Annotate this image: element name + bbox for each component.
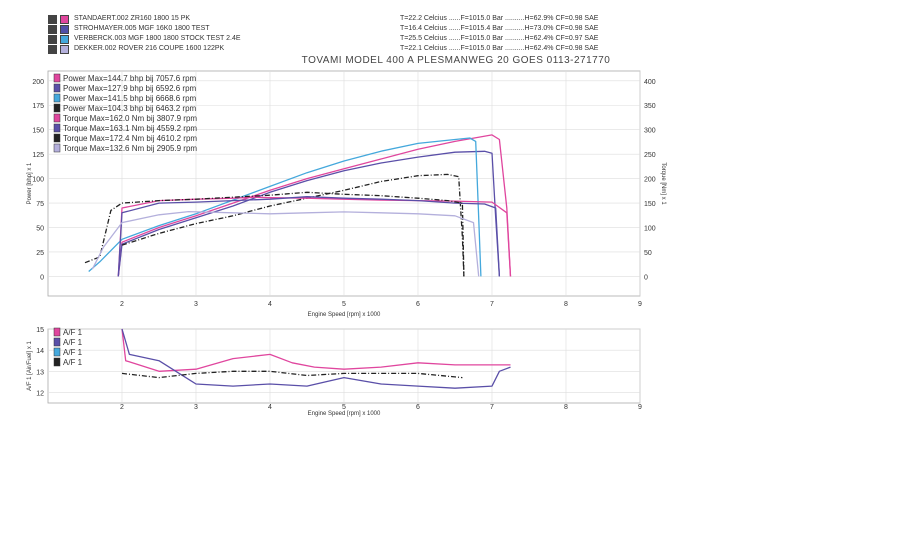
x-tick-label: 5 [342, 301, 346, 308]
series-line-2 [121, 370, 463, 379]
legend-entry: A/F 1 [63, 358, 83, 367]
legend-swatch [53, 93, 61, 103]
y-tick-label: 150 [32, 128, 44, 135]
y-tick-label: 50 [36, 226, 44, 233]
x-tick-label: 9 [638, 301, 642, 308]
legend-entry: Power Max=141.5 bhp bij 6668.6 rpm [63, 94, 197, 103]
header-color-swatch [60, 15, 69, 24]
legend-swatch [53, 143, 61, 153]
torque-series-line-4 [117, 196, 512, 277]
legend-swatch [53, 103, 61, 113]
x-axis-label: Engine Speed [rpm] x 1000 [308, 411, 381, 417]
header-marker-icon [48, 25, 57, 34]
y2-tick-label: 0 [644, 274, 648, 281]
y-tick-label: 14 [36, 348, 44, 355]
series-line-2 [88, 137, 482, 277]
y2-tick-label: 150 [644, 201, 656, 208]
x-tick-label: 7 [490, 404, 494, 411]
report-header: STANDAERT.002 ZR160 1800 15 PK T=22.2 Cel… [0, 0, 912, 60]
chart-title: TOVAMI MODEL 400 A PLESMANWEG 20 GOES 01… [301, 55, 611, 66]
header-color-swatch [60, 35, 69, 44]
torque-series-line-7 [91, 210, 480, 277]
legend-swatch [53, 133, 61, 143]
legend-swatch [53, 347, 61, 357]
y-tick-label: 175 [32, 103, 44, 110]
legend-swatch [53, 337, 61, 347]
legend-entry: A/F 1 [63, 348, 83, 357]
y2-tick-label: 350 [644, 103, 656, 110]
y-axis-label: A/F 1 [Air/Fuel] x 1 [27, 340, 33, 390]
legend-entry: Torque Max=163.1 Nm bij 4559.2 rpm [63, 124, 197, 133]
y-tick-label: 75 [36, 201, 44, 208]
legend-entry: A/F 1 [63, 338, 83, 347]
header-color-swatch [60, 45, 69, 54]
x-tick-label: 3 [194, 404, 198, 411]
y-tick-label: 13 [36, 369, 44, 376]
legend-swatch [53, 123, 61, 133]
y2-tick-label: 250 [644, 152, 656, 159]
series-line-0 [117, 134, 512, 277]
legend-swatch [53, 327, 61, 337]
x-tick-label: 2 [120, 404, 124, 411]
y-tick-label: 12 [36, 390, 44, 397]
y-tick-label: 125 [32, 152, 44, 159]
legend-entry: Torque Max=172.4 Nm bij 4610.2 rpm [63, 134, 197, 143]
header-color-swatch [60, 25, 69, 34]
y2-tick-label: 300 [644, 128, 656, 135]
torque-series-line-6 [84, 191, 465, 277]
legend-entry: Power Max=104.3 bhp bij 6463.2 rpm [63, 104, 197, 113]
header-marker-icon [48, 45, 57, 54]
x-tick-label: 8 [564, 404, 568, 411]
header-run-name: VERBERCK.003 MGF 1800 1800 STOCK TEST 2.… [74, 35, 241, 42]
series-line-0 [121, 328, 511, 372]
y2-tick-label: 50 [644, 250, 652, 257]
legend-swatch [53, 73, 61, 83]
x-tick-label: 7 [490, 301, 494, 308]
header-run-conditions: T=16.4 Celcius ......F=1015.4 Bar ......… [400, 25, 599, 32]
x-tick-label: 6 [416, 301, 420, 308]
header-marker-icon [48, 15, 57, 24]
header-run-conditions: T=22.2 Celcius ......F=1015.0 Bar ......… [400, 15, 599, 22]
y-axis-label: Power [bhp] x 1 [27, 162, 33, 204]
y2-tick-label: 400 [644, 79, 656, 86]
series-line-1 [121, 328, 511, 389]
header-run-name: STROHMAYER.005 MGF 16K0 1800 TEST [74, 25, 210, 32]
series-line-3 [121, 173, 465, 277]
x-tick-label: 4 [268, 301, 272, 308]
x-tick-label: 5 [342, 404, 346, 411]
x-tick-label: 2 [120, 301, 124, 308]
y2-tick-label: 100 [644, 226, 656, 233]
x-tick-label: 6 [416, 404, 420, 411]
y-tick-label: 25 [36, 250, 44, 257]
header-run-conditions: T=22.1 Celcius ......F=1015.0 Bar ......… [400, 45, 599, 52]
legend-swatch [53, 113, 61, 123]
y-tick-label: 100 [32, 177, 44, 184]
y2-tick-label: 200 [644, 177, 656, 184]
legend-swatch [53, 83, 61, 93]
x-axis-label: Engine Speed [rpm] x 1000 [308, 312, 381, 318]
y-tick-label: 15 [36, 327, 44, 334]
x-tick-label: 8 [564, 301, 568, 308]
legend-swatch [53, 357, 61, 367]
x-tick-label: 9 [638, 404, 642, 411]
legend-entry: Torque Max=132.6 Nm bij 2905.9 rpm [63, 144, 197, 153]
header-run-name: DEKKER.002 ROVER 216 COUPE 1600 122PK [74, 45, 225, 52]
legend-entry: Torque Max=162.0 Nm bij 3807.9 rpm [63, 114, 197, 123]
x-tick-label: 3 [194, 301, 198, 308]
y2-axis-label: Torque [Nm] x 1 [660, 162, 666, 205]
torque-series-line-5 [117, 196, 501, 277]
series-line-1 [117, 150, 501, 277]
header-run-name: STANDAERT.002 ZR160 1800 15 PK [74, 15, 191, 22]
legend-entry: Power Max=127.9 bhp bij 6592.6 rpm [63, 84, 197, 93]
y-tick-label: 200 [32, 79, 44, 86]
y-tick-label: 0 [40, 274, 44, 281]
legend-entry: A/F 1 [63, 328, 83, 337]
header-marker-icon [48, 35, 57, 44]
legend-entry: Power Max=144.7 bhp bij 7057.6 rpm [63, 74, 197, 83]
header-run-conditions: T=25.5 Celcius ......F=1015.0 Bar ......… [400, 35, 599, 42]
x-tick-label: 4 [268, 404, 272, 411]
